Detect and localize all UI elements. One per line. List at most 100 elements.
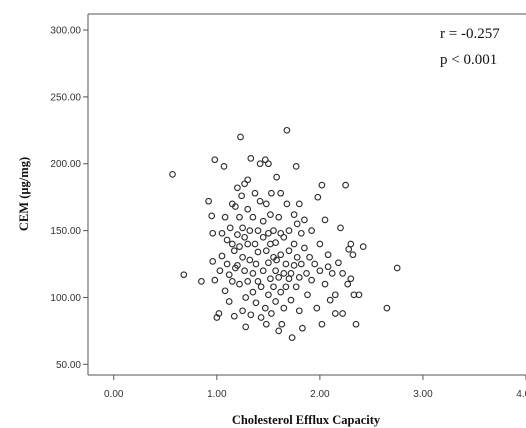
data-point xyxy=(321,216,329,224)
data-point xyxy=(344,280,352,288)
data-point xyxy=(225,298,233,305)
data-point xyxy=(209,229,217,237)
data-point xyxy=(331,310,339,317)
data-point xyxy=(280,304,288,312)
data-point xyxy=(257,314,265,321)
data-point xyxy=(280,270,288,277)
data-point xyxy=(272,298,279,305)
data-point xyxy=(262,320,270,328)
data-point xyxy=(273,256,280,264)
data-point xyxy=(288,334,296,341)
data-point xyxy=(244,278,252,285)
data-point xyxy=(211,276,219,284)
data-point xyxy=(256,197,264,205)
data-point xyxy=(246,256,254,264)
y-tick-label: 150.00 xyxy=(50,226,81,237)
data-point xyxy=(278,320,286,328)
data-point xyxy=(308,276,315,284)
data-point xyxy=(237,133,244,141)
data-point xyxy=(259,233,267,241)
data-point xyxy=(313,304,321,312)
data-point xyxy=(297,229,305,237)
data-point xyxy=(383,304,391,312)
data-point xyxy=(262,200,270,208)
data-point xyxy=(239,253,246,261)
data-point xyxy=(275,274,283,281)
data-point xyxy=(349,251,357,259)
x-axis-ticks: 0.00 1.00 2.00 3.00 4.00 xyxy=(104,375,526,400)
y-axis-ticks: 50.00 100.00 150.00 200.00 250.00 300.00 xyxy=(50,26,88,371)
data-point xyxy=(342,181,349,189)
data-point xyxy=(223,260,231,268)
data-point xyxy=(280,233,288,241)
data-point xyxy=(254,227,262,234)
x-tick-label: 0.00 xyxy=(104,389,124,400)
y-tick-label: 100.00 xyxy=(50,293,81,304)
data-point xyxy=(244,205,252,213)
data-point xyxy=(316,240,324,248)
data-point xyxy=(295,307,303,315)
data-point xyxy=(270,283,277,291)
data-point xyxy=(268,310,275,317)
data-point xyxy=(220,163,228,170)
data-point xyxy=(254,278,262,285)
data-point xyxy=(311,260,319,268)
data-point xyxy=(209,258,217,265)
data-point xyxy=(285,227,293,234)
data-point xyxy=(234,231,241,238)
data-point xyxy=(282,260,290,268)
data-point xyxy=(242,294,250,301)
x-tick-label: 1.00 xyxy=(207,389,227,400)
data-point xyxy=(324,251,332,259)
data-point xyxy=(337,224,344,232)
data-point xyxy=(306,253,313,261)
data-point xyxy=(303,270,310,277)
data-point xyxy=(287,270,295,277)
data-point xyxy=(270,227,277,234)
data-point xyxy=(234,184,241,192)
data-point xyxy=(256,160,264,168)
data-point xyxy=(301,216,308,224)
data-point xyxy=(265,160,272,168)
y-tick-label: 300.00 xyxy=(50,26,81,37)
data-point xyxy=(169,171,176,178)
data-point xyxy=(290,262,298,269)
data-point xyxy=(393,264,401,272)
data-point xyxy=(299,324,306,332)
x-tick-label: 2.00 xyxy=(310,389,330,400)
y-axis-title: CEM (µg/mg) xyxy=(17,157,31,231)
data-point xyxy=(241,233,248,241)
data-point xyxy=(251,240,259,248)
data-point xyxy=(335,259,342,267)
data-point xyxy=(228,240,236,248)
data-point xyxy=(265,259,272,267)
data-point xyxy=(308,227,315,234)
data-point xyxy=(246,227,254,234)
data-point xyxy=(290,240,298,248)
p-value-annotation: p < 0.001 xyxy=(440,52,497,68)
data-point xyxy=(293,220,301,228)
data-point xyxy=(331,291,339,299)
data-point xyxy=(242,323,250,331)
data-point xyxy=(249,270,257,277)
data-point xyxy=(218,229,226,237)
data-points xyxy=(169,126,401,341)
data-point xyxy=(252,260,260,268)
data-point xyxy=(205,197,212,205)
data-point xyxy=(265,291,272,299)
data-point xyxy=(304,291,311,299)
data-point xyxy=(221,287,229,295)
data-point xyxy=(277,288,285,296)
data-point xyxy=(273,173,280,181)
data-point xyxy=(236,243,243,250)
data-point xyxy=(347,275,355,283)
data-point xyxy=(326,296,334,304)
data-point xyxy=(239,224,246,232)
data-point xyxy=(259,267,267,275)
data-point xyxy=(272,267,279,275)
data-point xyxy=(314,193,322,201)
data-point xyxy=(275,213,283,221)
data-point xyxy=(259,217,267,225)
data-point xyxy=(232,203,239,210)
x-tick-label: 3.00 xyxy=(413,389,433,400)
